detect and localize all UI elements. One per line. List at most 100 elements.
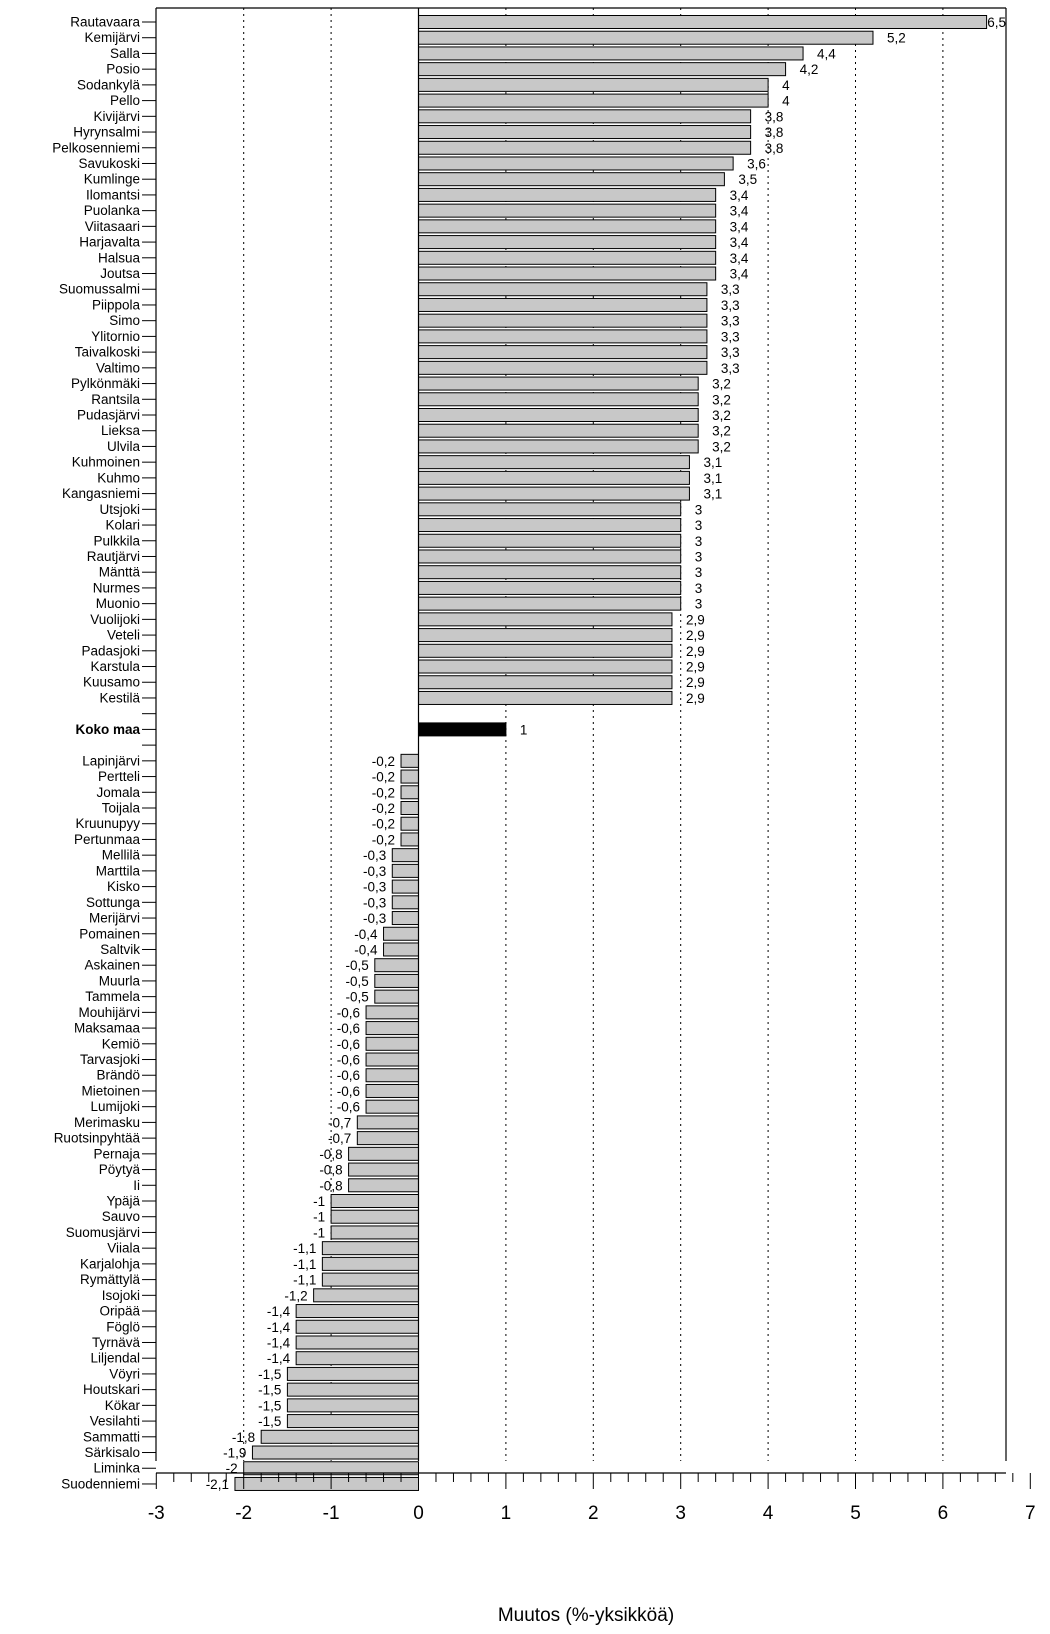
bar: [418, 46, 804, 61]
value-label: -0,6: [337, 1084, 360, 1099]
category-label: Savukoski: [78, 156, 140, 171]
category-label: Kruunupyy: [75, 816, 140, 831]
bar: [356, 1115, 420, 1130]
bar: [418, 518, 682, 533]
bar: [418, 486, 690, 501]
value-label: -0,3: [363, 864, 386, 879]
bar: [418, 156, 734, 171]
bar: [286, 1382, 419, 1397]
category-label: Utsjoki: [99, 502, 140, 517]
category-label: Kuhmo: [97, 470, 140, 485]
value-label: 3,1: [703, 455, 722, 470]
value-label: -0,2: [372, 832, 395, 847]
category-label: Brändö: [96, 1068, 140, 1083]
value-label: -0,7: [328, 1131, 351, 1146]
bar: [418, 596, 682, 611]
x-tick-label: -3: [148, 1503, 165, 1524]
bar: [418, 533, 682, 548]
bar: [286, 1414, 419, 1429]
category-label: Marttila: [96, 863, 141, 878]
category-label: Salla: [110, 46, 141, 61]
value-label: -0,6: [337, 1037, 360, 1052]
category-label: Saltvik: [100, 942, 140, 957]
value-label: -0,6: [337, 1068, 360, 1083]
category-label: Vöyri: [109, 1366, 140, 1381]
x-tick-label: -2: [235, 1503, 252, 1524]
x-tick-label: 7: [1025, 1503, 1036, 1524]
category-label: Kivijärvi: [93, 109, 140, 124]
category-label: Pudasjärvi: [77, 408, 140, 423]
value-label: -1: [313, 1225, 325, 1240]
value-label: -1: [313, 1210, 325, 1225]
bar: [374, 973, 419, 988]
bar: [391, 911, 419, 926]
category-label: Simo: [109, 313, 140, 328]
category-label: Liminka: [93, 1461, 140, 1476]
bar: [365, 1068, 419, 1083]
category-label: Hyrynsalmi: [73, 125, 140, 140]
bar: [418, 219, 717, 234]
x-tick-labels: -3 -2 -1 0 1 2 3 4 5 6 7: [148, 1503, 1036, 1524]
value-label: -0,3: [363, 895, 386, 910]
axes: [142, 7, 1031, 1489]
x-tick-label: 0: [413, 1503, 424, 1524]
category-label: Nurmes: [93, 580, 141, 595]
category-label: Kuusamo: [83, 675, 140, 690]
category-label: Föglö: [106, 1319, 140, 1334]
bar: [286, 1366, 419, 1381]
bar: [400, 769, 419, 784]
category-label: Mietoinen: [81, 1083, 140, 1098]
value-label: -1,5: [258, 1414, 281, 1429]
value-label: 3: [695, 597, 703, 612]
x-tick-label: 2: [588, 1503, 599, 1524]
value-label: 3,5: [738, 172, 757, 187]
category-label: Rantsila: [91, 392, 140, 407]
category-label: Sodankylä: [77, 77, 141, 92]
value-label: 3,3: [721, 345, 740, 360]
bar: [418, 565, 682, 580]
bar: [321, 1272, 419, 1287]
category-label: Pelkosenniemi: [52, 140, 140, 155]
value-label: 4,2: [800, 62, 819, 77]
bar: [400, 832, 419, 847]
category-label: Veteli: [107, 628, 140, 643]
bar: [418, 345, 708, 360]
bar: [295, 1351, 420, 1366]
value-label: 2,9: [686, 660, 705, 675]
category-label: Padasjoki: [81, 643, 140, 658]
category-label: Kuhmoinen: [72, 455, 140, 470]
value-label: -0,6: [337, 1021, 360, 1036]
category-label: Harjavalta: [79, 235, 140, 250]
category-label: Pomainen: [79, 926, 140, 941]
value-label: -0,5: [346, 958, 369, 973]
value-label: 4: [782, 94, 790, 109]
bar: [418, 266, 717, 281]
value-label: 3,1: [703, 471, 722, 486]
category-label: Mouhijärvi: [78, 1005, 140, 1020]
bar: [418, 439, 699, 454]
bar: [418, 643, 673, 658]
category-label: Kestilä: [99, 690, 140, 705]
bar: [418, 360, 708, 375]
category-label: Suomussalmi: [59, 282, 140, 297]
value-label: -0,2: [372, 801, 395, 816]
x-tick-label: 6: [938, 1503, 949, 1524]
category-label: Liljendal: [90, 1351, 140, 1366]
value-label: 3,4: [730, 251, 749, 266]
category-label: Askainen: [84, 958, 140, 973]
value-label: 3,8: [765, 125, 784, 140]
value-label: -0,6: [337, 1100, 360, 1115]
category-label: Pernaja: [93, 1146, 140, 1161]
bar: [295, 1335, 420, 1350]
value-label: -1,4: [267, 1351, 291, 1366]
value-label: 3,6: [747, 156, 766, 171]
value-label: -1,5: [258, 1398, 281, 1413]
bar: [383, 942, 420, 957]
value-label: 3,2: [712, 377, 731, 392]
value-label: -1,4: [267, 1320, 291, 1335]
value-label: -0,4: [354, 942, 378, 957]
category-label: Kökar: [105, 1398, 141, 1413]
bars: [234, 15, 988, 1491]
bar: [418, 612, 673, 627]
bar: [383, 926, 420, 941]
